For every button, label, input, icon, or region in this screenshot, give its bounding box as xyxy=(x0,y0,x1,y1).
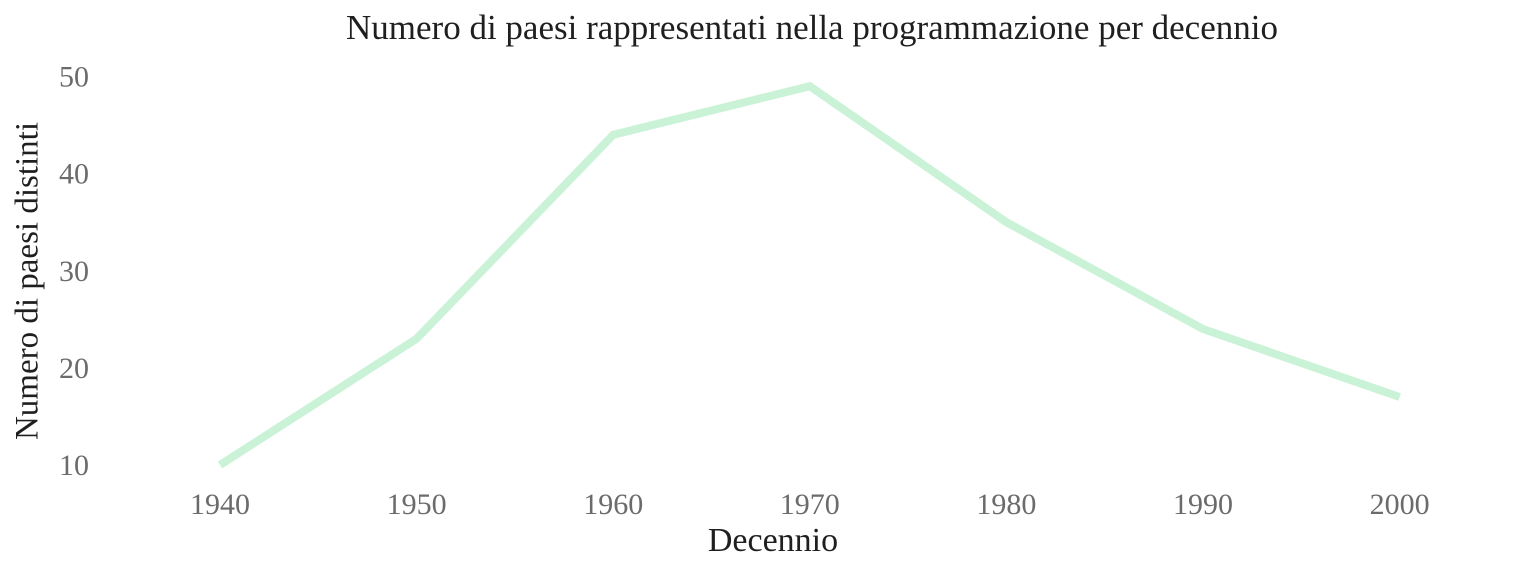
x-tick-label: 1960 xyxy=(583,488,643,521)
y-tick-label: 10 xyxy=(59,449,89,482)
x-tick-label: 1950 xyxy=(387,488,447,521)
data-line xyxy=(217,81,1401,469)
x-tick-label: 1980 xyxy=(976,488,1036,521)
y-tick-labels: 10 20 30 40 50 xyxy=(59,61,89,483)
x-axis-label: Decennio xyxy=(707,522,839,559)
chart-title: Numero di paesi rappresentati nella prog… xyxy=(346,8,1278,47)
y-tick-label: 30 xyxy=(59,255,89,288)
y-tick-label: 20 xyxy=(59,352,89,385)
x-tick-label: 1990 xyxy=(1173,488,1233,521)
x-tick-label: 1940 xyxy=(190,488,250,521)
x-tick-label: 1970 xyxy=(780,488,840,521)
y-tick-label: 50 xyxy=(59,61,89,94)
x-tick-labels: 1940 1950 1960 1970 1980 1990 2000 xyxy=(190,488,1430,521)
x-tick-label: 2000 xyxy=(1370,488,1430,521)
y-tick-label: 40 xyxy=(59,158,89,191)
